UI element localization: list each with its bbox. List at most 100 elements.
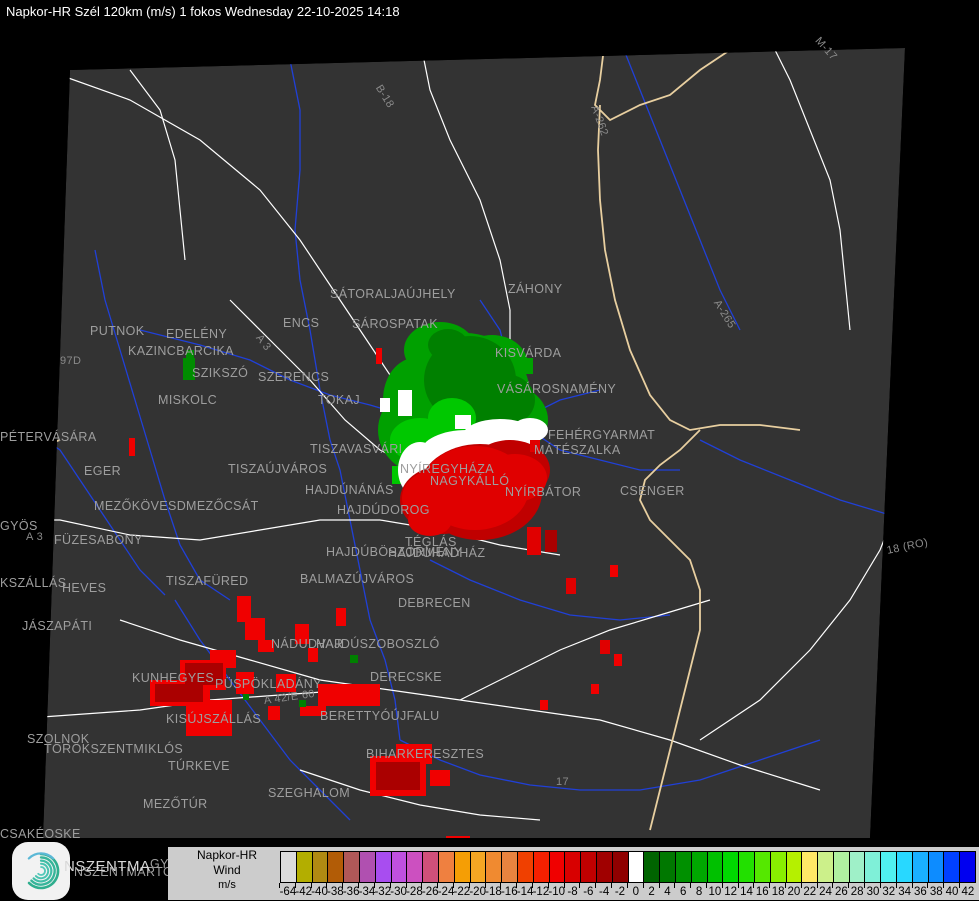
legend-tick-label: 30 [866,886,880,898]
legend-tick: -12 [532,883,549,900]
road-label: 97D [60,355,82,367]
legend-swatch[interactable] [770,852,787,882]
legend-tick-mark [800,883,802,888]
legend-tick-label: 6 [680,886,687,898]
legend-tick-label: -38 [327,886,344,898]
legend-swatch[interactable] [438,852,455,882]
legend-swatch[interactable] [818,852,834,882]
legend-swatch[interactable] [849,852,866,882]
legend-tick: 20 [785,883,802,900]
legend-tick: -16 [500,883,518,900]
city-label: HAJDÚHADHÁZ [388,546,486,560]
legend-swatch[interactable] [565,852,582,882]
city-label: SÁTORALJAÚJHELY [330,287,456,301]
legend-swatch[interactable] [739,852,755,882]
radar-domain-svg [0,0,961,838]
legend-tick-mark [705,883,707,888]
legend-swatch[interactable] [549,852,566,882]
legend-swatch[interactable] [423,852,439,882]
city-label: PUTNOK [90,324,145,338]
legend-tick: 28 [848,883,865,900]
echo-outbound-scatter-dark [155,530,557,790]
legend-swatch[interactable] [344,852,360,882]
legend-tick-mark [437,883,439,888]
legend-tick-mark [532,883,533,888]
legend-tick-label: -14 [516,886,534,898]
legend-swatch[interactable] [533,852,550,882]
echo-inbound-tiny [243,655,358,707]
city-label: TISZAFÜRED [166,574,249,588]
legend-swatch[interactable] [470,852,487,882]
legend-tick-label: 36 [914,886,927,898]
legend-swatch[interactable] [517,852,534,882]
legend-tick: 8 [690,883,707,900]
legend-tick-mark [848,883,850,888]
legend-swatch[interactable] [628,852,645,882]
legend-tick: -6 [579,883,596,900]
legend-swatch[interactable] [897,852,913,882]
legend-swatch[interactable] [660,852,676,882]
legend-tick-mark [895,883,897,888]
legend-swatch[interactable] [612,852,629,882]
legend-tick-label: -4 [599,886,610,898]
city-label: PÉTERVÁSÁRA [0,430,97,444]
legend-swatch[interactable] [754,852,771,882]
legend-tick: 10 [705,883,723,900]
legend-swatch[interactable] [281,852,297,882]
legend-swatch[interactable] [644,852,661,882]
legend-tick-mark [579,883,581,888]
legend-tick: -14 [516,883,534,900]
legend-tick-mark [879,883,881,888]
city-label: MEZŐCSÁT [186,499,259,513]
legend-swatch[interactable] [312,852,329,882]
legend-tick-label: 2 [648,886,655,898]
legend-swatch[interactable] [296,852,313,882]
city-label: SÁROSPATAK [352,317,438,331]
legend-title-block: Napkor-HR Wind m/s [168,848,286,898]
legend-swatch[interactable] [723,852,740,882]
legend-swatch[interactable] [454,852,471,882]
legend-swatch[interactable] [865,852,882,882]
legend-tick-mark [421,883,423,888]
city-label: ENCS [283,316,320,330]
legend-swatch[interactable] [502,852,518,882]
city-label: EGER [84,464,122,478]
legend-swatch[interactable] [786,852,803,882]
legend-swatch[interactable] [707,852,724,882]
legend-tick-label: -26 [421,886,439,898]
legend-swatch[interactable] [802,852,819,882]
legend-tick: -10 [547,883,565,900]
legend-swatch[interactable] [486,852,503,882]
page-title: Napkor-HR Szél 120km (m/s) 1 fokos Wedne… [6,4,400,19]
legend-swatch[interactable] [833,852,850,882]
legend-swatch[interactable] [928,852,945,882]
city-label: HAJDÚDOROG [337,503,430,517]
legend-swatch[interactable] [596,852,613,882]
legend-swatch[interactable] [359,852,376,882]
legend-swatch[interactable] [675,852,692,882]
legend-tick-label: 26 [834,886,848,898]
legend-swatch[interactable] [328,852,345,882]
legend-tick: 42 [958,883,976,900]
legend-swatch[interactable] [391,852,408,882]
legend-swatch[interactable] [407,852,424,882]
legend-tick: -30 [389,883,407,900]
legend-swatch[interactable] [944,852,961,882]
legend-swatch[interactable] [912,852,929,882]
legend-tick-label: 16 [755,886,769,898]
legend-swatch[interactable] [881,852,898,882]
legend-swatch[interactable] [375,852,392,882]
legend-tick: -18 [484,883,502,900]
city-label: HAJDÚNÁNÁS [305,483,394,497]
legend-tick-label: -16 [500,886,518,898]
legend-swatch[interactable] [581,852,597,882]
legend-swatch[interactable] [960,852,976,882]
legend-tick: -8 [563,883,581,900]
legend-color-bar[interactable] [280,851,976,883]
spiral-logo[interactable] [12,842,70,900]
city-label: DERECSKE [370,670,442,684]
legend-swatch[interactable] [691,852,708,882]
legend-tick: -38 [326,883,344,900]
legend-tick-label: -18 [485,886,502,898]
